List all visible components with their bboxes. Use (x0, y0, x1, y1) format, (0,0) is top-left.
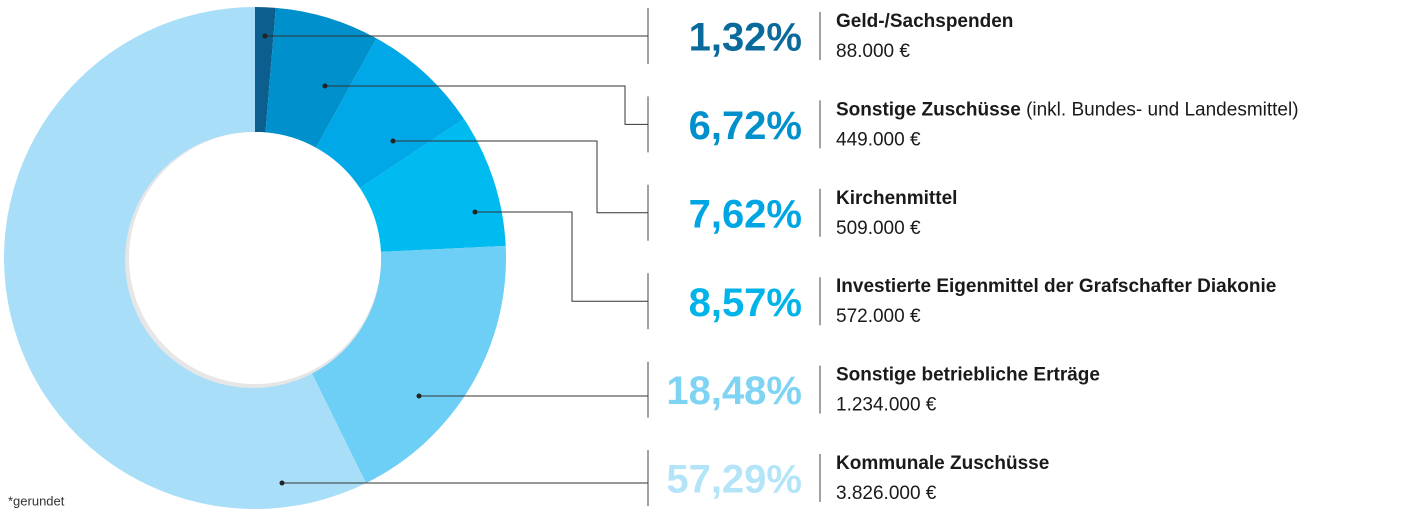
category-note: (inkl. Bundes- und Landesmittel) (1026, 99, 1298, 120)
percent-label: 8,57% (689, 281, 802, 325)
leader-dot (472, 209, 478, 215)
slice (255, 7, 276, 133)
amount-label: 88.000 € (836, 41, 910, 62)
leader-dot (262, 33, 268, 39)
category-name: Kirchenmittel (836, 188, 957, 209)
category-name-text: Kommunale Zuschüsse (836, 453, 1049, 474)
amount-label: 3.826.000 € (836, 483, 937, 504)
category-name: Sonstige betriebliche Erträge (836, 365, 1100, 386)
slice (265, 7, 377, 148)
category-name: Investierte Eigenmittel der Grafschafter… (836, 276, 1276, 297)
amount-label: 1.234.000 € (836, 395, 937, 416)
category-name-text: Investierte Eigenmittel der Grafschafter… (836, 276, 1276, 297)
leader-dot (416, 393, 422, 399)
percent-label: 6,72% (689, 104, 802, 148)
category-name-text: Geld-/Sachspenden (836, 11, 1013, 32)
slice (310, 245, 506, 484)
category-name-text: Sonstige betriebliche Erträge (836, 365, 1100, 386)
leader-dot (279, 480, 285, 486)
slice (315, 38, 465, 189)
amount-label: 509.000 € (836, 218, 921, 239)
leader-dot (390, 138, 396, 144)
category-name: Kommunale Zuschüsse (836, 453, 1049, 474)
percent-label: 1,32% (689, 16, 802, 60)
leader-dot (322, 83, 328, 89)
percent-label: 7,62% (689, 192, 802, 236)
amount-label: 572.000 € (836, 306, 921, 327)
category-name: Geld-/Sachspenden (836, 11, 1013, 32)
footnote: *gerundet (8, 493, 65, 508)
slice (359, 119, 506, 252)
leader-line (475, 211, 648, 302)
category-name: Sonstige Zuschüsse (inkl. Bundes- und La… (836, 99, 1299, 120)
leader-line (325, 85, 648, 125)
category-name-text: Sonstige Zuschüsse (836, 99, 1021, 120)
leader-line (393, 140, 648, 214)
donut-hole (129, 132, 381, 384)
percent-label: 18,48% (666, 369, 802, 413)
category-name-text: Kirchenmittel (836, 188, 957, 209)
percent-label: 57,29% (666, 458, 802, 502)
amount-label: 449.000 € (836, 129, 921, 150)
